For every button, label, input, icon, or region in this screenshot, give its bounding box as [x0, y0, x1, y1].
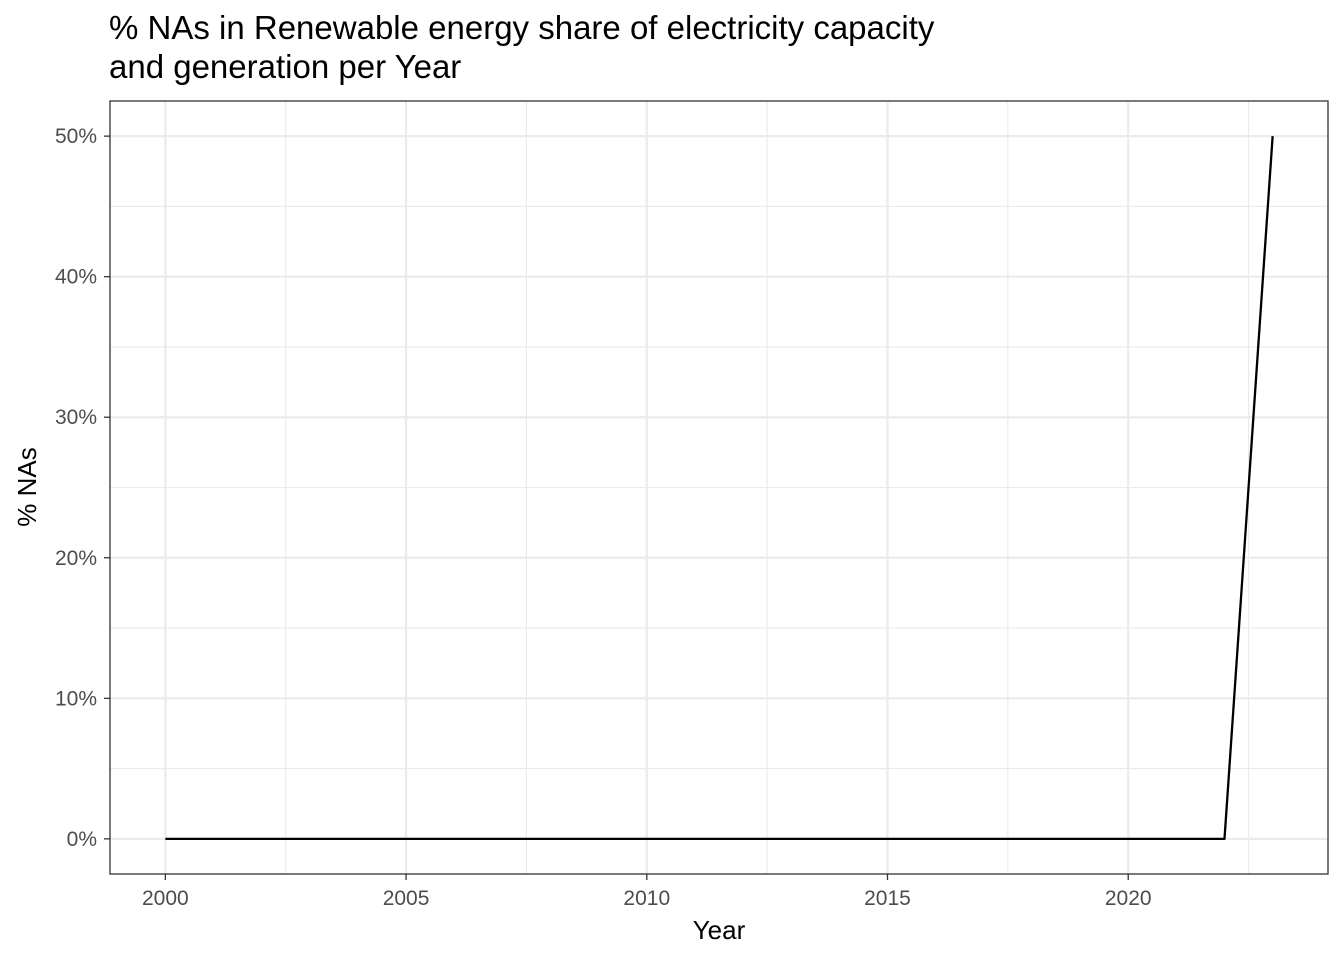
x-tick-label: 2020 — [1105, 887, 1152, 910]
y-tick-label: 30% — [55, 406, 97, 429]
x-tick-label: 2005 — [383, 887, 430, 910]
x-tick-label: 2000 — [142, 887, 189, 910]
x-tick-label: 2010 — [623, 887, 670, 910]
y-tick-label: 40% — [55, 266, 97, 289]
series-layer — [165, 136, 1274, 841]
chart-title-line-1: % NAs in Renewable energy share of elect… — [109, 9, 935, 46]
y-axis: 0% 10% 20% 30% 40% 50% — [55, 125, 110, 851]
y-axis-title: % NAs — [12, 447, 42, 526]
major-gridlines — [110, 101, 1328, 874]
y-tick-label: 10% — [55, 687, 97, 710]
panel-border — [109, 100, 1329, 875]
y-tick-label: 50% — [55, 125, 97, 148]
x-tick-label: 2015 — [864, 887, 911, 910]
chart-title-line-2: and generation per Year — [109, 48, 461, 85]
series-line — [165, 136, 1274, 841]
x-axis-title: Year — [693, 915, 746, 945]
y-tick-label: 20% — [55, 547, 97, 570]
y-tick-label: 0% — [67, 828, 97, 851]
x-axis: 2000 2005 2010 2015 2020 — [142, 874, 1152, 910]
